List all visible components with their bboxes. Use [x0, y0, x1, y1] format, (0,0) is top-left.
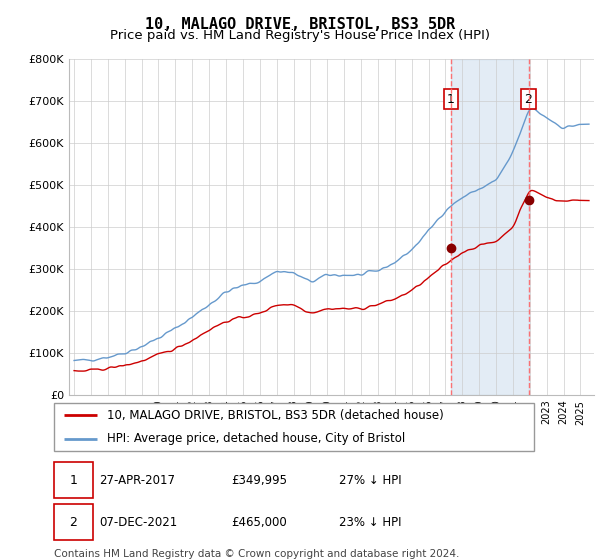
- Text: 1: 1: [70, 474, 77, 487]
- Text: 1: 1: [447, 92, 455, 106]
- Text: 27% ↓ HPI: 27% ↓ HPI: [339, 474, 401, 487]
- Text: 10, MALAGO DRIVE, BRISTOL, BS3 5DR (detached house): 10, MALAGO DRIVE, BRISTOL, BS3 5DR (deta…: [107, 409, 443, 422]
- Text: 2: 2: [70, 516, 77, 529]
- FancyBboxPatch shape: [54, 462, 93, 498]
- Text: 10, MALAGO DRIVE, BRISTOL, BS3 5DR: 10, MALAGO DRIVE, BRISTOL, BS3 5DR: [145, 17, 455, 32]
- Bar: [451, 59, 529, 395]
- Text: £465,000: £465,000: [231, 516, 287, 529]
- Text: HPI: Average price, detached house, City of Bristol: HPI: Average price, detached house, City…: [107, 432, 405, 445]
- Text: 23% ↓ HPI: 23% ↓ HPI: [339, 516, 401, 529]
- Text: 07-DEC-2021: 07-DEC-2021: [99, 516, 177, 529]
- FancyBboxPatch shape: [54, 403, 534, 451]
- FancyBboxPatch shape: [54, 504, 93, 540]
- Text: £349,995: £349,995: [231, 474, 287, 487]
- Text: Price paid vs. HM Land Registry's House Price Index (HPI): Price paid vs. HM Land Registry's House …: [110, 29, 490, 42]
- Text: 2: 2: [524, 92, 532, 106]
- Text: Contains HM Land Registry data © Crown copyright and database right 2024.
This d: Contains HM Land Registry data © Crown c…: [54, 549, 460, 560]
- Text: 27-APR-2017: 27-APR-2017: [99, 474, 175, 487]
